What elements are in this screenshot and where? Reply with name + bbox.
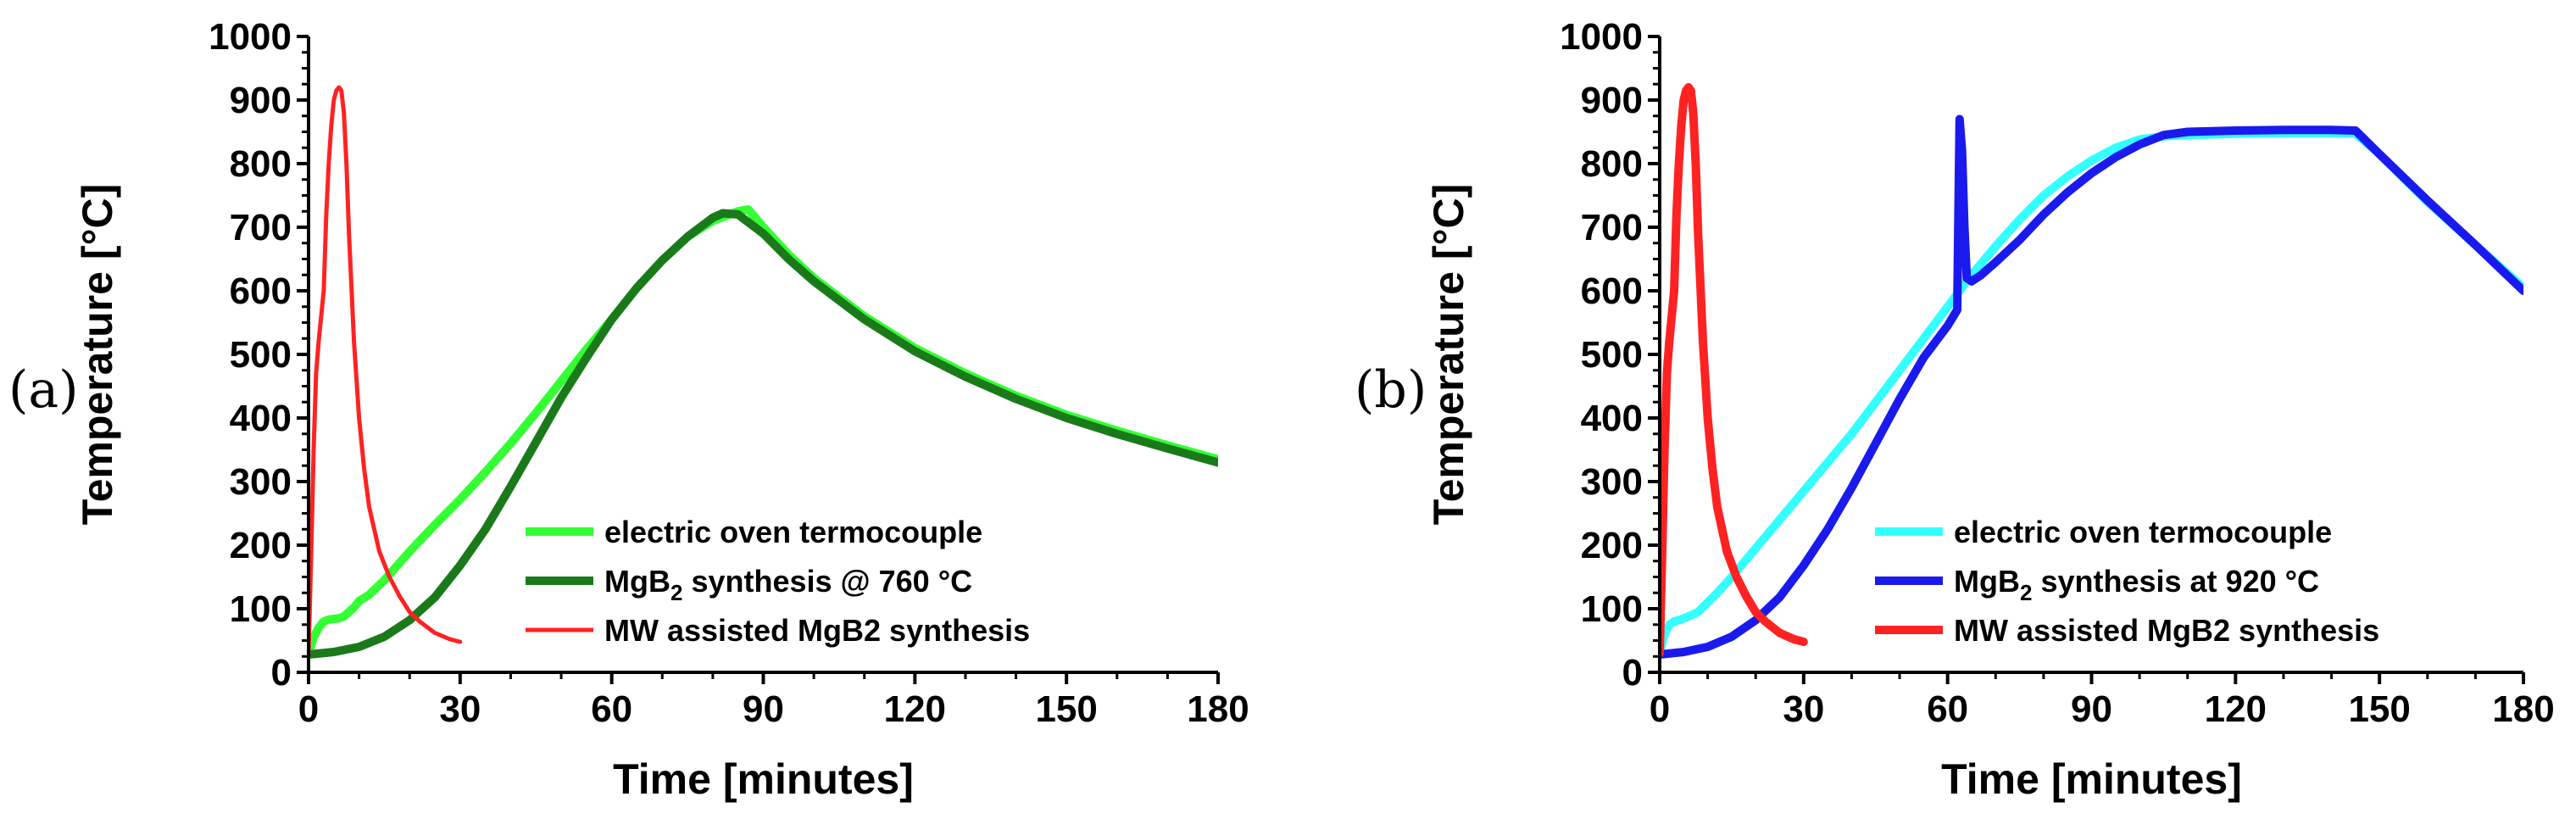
chart-2-y-axis-title: Temperature [°C] bbox=[1425, 184, 1472, 525]
chart-panel-b: 0 100 200 300 400 500 600 700 800 900 1000 0 30 60 90 1… bbox=[1355, 16, 2555, 803]
chart-2-y-tick-label: 100 bbox=[1581, 588, 1643, 630]
chart-2-legend: electric oven termocouple MgB2 synthesis … bbox=[1875, 515, 2379, 648]
chart-2-y-tick-label: 700 bbox=[1581, 207, 1643, 248]
chart-2-x-tick-label: 180 bbox=[2492, 688, 2554, 730]
chart-2-y-tick-label: 200 bbox=[1581, 525, 1643, 566]
chart-1-x-tick-label: 180 bbox=[1187, 688, 1249, 730]
chart-2-x-axis-title: Time [minutes] bbox=[1941, 755, 2242, 803]
chart-panel-a: 0 100 200 300 400 500 600 700 800 900 1000 0 30 60 90 1… bbox=[8, 16, 1249, 803]
chart-2-x-tick-label: 150 bbox=[2348, 688, 2410, 730]
chart-1-y-tick-label: 900 bbox=[230, 80, 292, 121]
chart-2-x-tick-label: 0 bbox=[1650, 688, 1670, 730]
chart-1-series-3-line bbox=[309, 85, 463, 655]
chart-1-y-tick-label: 1000 bbox=[209, 16, 292, 58]
chart-1-x-tick-label: 90 bbox=[743, 688, 784, 730]
chart-1-y-tick-label: 100 bbox=[230, 588, 292, 630]
chart-1-y-tick-label: 800 bbox=[230, 143, 292, 185]
chart-1-y-tick-label: 400 bbox=[230, 398, 292, 439]
chart-2-series-group bbox=[1660, 83, 2523, 659]
chart-1-y-tick-label: 0 bbox=[271, 652, 292, 694]
chart-2-x-tick-label: 30 bbox=[1783, 688, 1824, 730]
chart-2-x-tick-label: 60 bbox=[1927, 688, 1968, 730]
chart-1-y-tick-label: 600 bbox=[230, 270, 292, 312]
chart-1-x-tick-label: 30 bbox=[439, 688, 481, 730]
chart-1-legend-label-2: MgB2 synthesis @ 760 °C bbox=[604, 564, 972, 605]
chart-1-y-tick-label: 700 bbox=[230, 207, 292, 248]
chart-1-x-tick-label: 0 bbox=[298, 688, 319, 730]
chart-2-legend-label-3: MW assisted MgB2 synthesis bbox=[1954, 613, 2379, 648]
chart-2-series-2-line bbox=[1660, 114, 2523, 659]
chart-2-series-3-line bbox=[1660, 83, 1808, 658]
chart-1-y-axis-title: Temperature [°C] bbox=[74, 184, 121, 525]
chart-2-x-tick-label: 120 bbox=[2205, 688, 2267, 730]
chart-2-y-tick-label: 600 bbox=[1581, 270, 1643, 312]
chart-1-x-tick-label: 120 bbox=[884, 688, 946, 730]
chart-2-y-tick-label: 300 bbox=[1581, 461, 1643, 503]
chart-1-x-axis-title: Time [minutes] bbox=[613, 755, 914, 803]
chart-2-legend-label-1: electric oven termocouple bbox=[1954, 515, 2332, 549]
chart-2-panel-label: (b) bbox=[1355, 360, 1427, 420]
chart-1-legend-label-1: electric oven termocouple bbox=[604, 515, 982, 549]
chart-1-x-tick-label: 60 bbox=[591, 688, 632, 730]
chart-2-y-tick-label: 500 bbox=[1581, 334, 1643, 376]
chart-2-legend-label-2: MgB2 synthesis at 920 °C bbox=[1954, 564, 2319, 605]
chart-1-series-2-line bbox=[309, 209, 1218, 659]
chart-1-y-tick-label: 500 bbox=[230, 334, 292, 376]
chart-1-x-tick-label: 150 bbox=[1035, 688, 1097, 730]
chart-2-y-tick-label: 800 bbox=[1581, 143, 1643, 185]
chart-1-legend: electric oven termocouple MgB2 synthesis … bbox=[526, 515, 1030, 648]
chart-1-legend-label-3: MW assisted MgB2 synthesis bbox=[604, 613, 1030, 648]
chart-1-series-group bbox=[309, 85, 1218, 659]
chart-1-panel-label: (a) bbox=[8, 360, 79, 420]
chart-2-y-tick-label: 400 bbox=[1581, 398, 1643, 439]
chart-2-y-tick-label: 1000 bbox=[1560, 16, 1643, 58]
chart-1-y-tick-label: 300 bbox=[230, 461, 292, 503]
chart-2-y-tick-label: 0 bbox=[1622, 652, 1643, 694]
chart-1-y-tick-label: 200 bbox=[230, 525, 292, 566]
chart-2-y-tick-label: 900 bbox=[1581, 80, 1643, 121]
chart-2-x-tick-label: 90 bbox=[2071, 688, 2112, 730]
